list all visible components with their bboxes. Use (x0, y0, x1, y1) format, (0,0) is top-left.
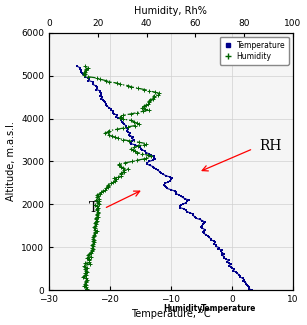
Text: Temperature: Temperature (201, 304, 256, 313)
Text: RH: RH (259, 138, 282, 152)
Text: Humidity: Humidity (163, 304, 203, 313)
Y-axis label: Altitude, m.a.s.l.: Altitude, m.a.s.l. (6, 122, 16, 202)
Text: T: T (89, 201, 98, 215)
X-axis label: Humidity, Rh%: Humidity, Rh% (134, 6, 207, 16)
X-axis label: Temperature, °C: Temperature, °C (131, 309, 211, 319)
Legend: Temperature, Humidity: Temperature, Humidity (220, 37, 289, 65)
